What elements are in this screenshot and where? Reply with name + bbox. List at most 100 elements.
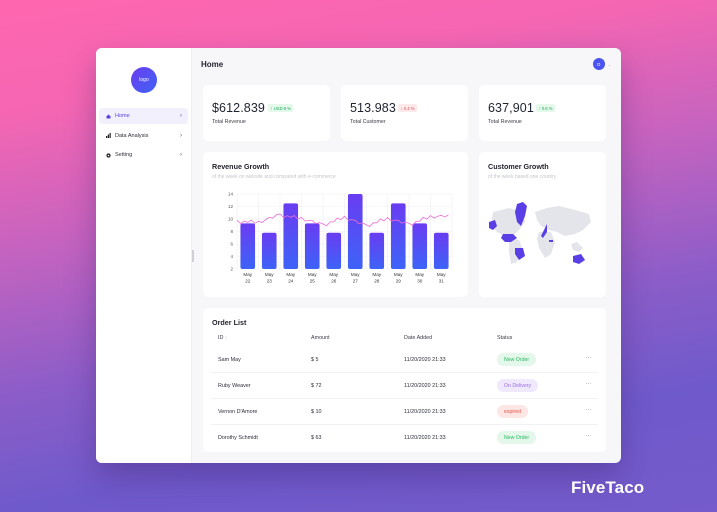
bar[interactable] bbox=[304, 223, 320, 269]
order-name: Ruby Weaver bbox=[218, 383, 251, 389]
ecommerce-line bbox=[236, 213, 449, 227]
sort-icon[interactable]: ↕ bbox=[224, 335, 227, 340]
table-row[interactable]: Dorothy Schmidt $ 63 11/20/2020 21:33 Ne… bbox=[211, 426, 598, 451]
bar[interactable] bbox=[347, 194, 363, 269]
svg-text:May: May bbox=[415, 272, 424, 277]
dashboard-window: logo Home › Data Analysis › Setti bbox=[96, 48, 621, 463]
sidebar-item-label: Setting bbox=[115, 152, 133, 158]
order-date: 11/20/2020 21:33 bbox=[404, 383, 446, 389]
svg-text:May: May bbox=[243, 272, 252, 277]
stat-value: 513.983 bbox=[350, 101, 396, 115]
bar[interactable] bbox=[283, 203, 299, 269]
order-list-card: Order List ID ↕ Amount Date Added Status… bbox=[203, 308, 606, 452]
order-date: 11/20/2020 21:33 bbox=[404, 435, 446, 441]
svg-text:12: 12 bbox=[228, 204, 234, 209]
svg-text:22: 22 bbox=[245, 279, 251, 284]
sidebar-item-home[interactable]: Home › bbox=[99, 108, 188, 124]
order-amount: $ 10 bbox=[311, 409, 322, 415]
svg-text:29: 29 bbox=[396, 279, 402, 284]
table-row[interactable]: Sam May $ 5 11/20/2020 21:33 New Order ·… bbox=[211, 348, 598, 373]
bar[interactable] bbox=[433, 232, 449, 269]
card-title: Customer Growth bbox=[488, 162, 549, 171]
column-header-status[interactable]: Status bbox=[497, 335, 513, 341]
order-name: Vernon D'Amore bbox=[218, 409, 258, 415]
page-title: Home bbox=[201, 59, 224, 69]
sidebar-resize-handle[interactable] bbox=[192, 250, 194, 262]
chevron-right-icon: › bbox=[180, 132, 182, 139]
bar[interactable] bbox=[390, 203, 406, 269]
table-row[interactable]: Ruby Weaver $ 72 11/20/2020 21:33 On Del… bbox=[211, 374, 598, 399]
svg-text:May: May bbox=[265, 272, 274, 277]
customer-growth-card: Customer Growth of the week based one co… bbox=[479, 152, 606, 297]
card-subtitle: of the week based one country bbox=[488, 174, 557, 180]
more-options-icon[interactable]: ··· bbox=[585, 407, 592, 413]
column-header-id[interactable]: ID ↕ bbox=[218, 335, 227, 341]
svg-text:23: 23 bbox=[267, 279, 273, 284]
svg-text:31: 31 bbox=[439, 279, 445, 284]
order-amount: $ 63 bbox=[311, 435, 322, 441]
chevron-down-icon[interactable]: ⌄ bbox=[607, 61, 611, 67]
bar[interactable] bbox=[240, 223, 256, 269]
stat-card-total-customer: 513.983 ↓ 0.4 % Total Customer bbox=[341, 85, 468, 141]
card-title: Order List bbox=[212, 318, 247, 327]
svg-text:24: 24 bbox=[288, 279, 294, 284]
svg-text:30: 30 bbox=[417, 279, 423, 284]
bar[interactable] bbox=[261, 232, 277, 269]
svg-text:May: May bbox=[437, 272, 446, 277]
svg-text:27: 27 bbox=[353, 279, 359, 284]
stat-value: 637,901 bbox=[488, 101, 534, 115]
chevron-right-icon: › bbox=[180, 113, 182, 119]
chevron-right-icon: › bbox=[180, 152, 182, 158]
sidebar-item-setting[interactable]: Setting › bbox=[99, 147, 188, 163]
stat-change-badge: ↑ 0.8 % bbox=[536, 104, 555, 112]
table-row[interactable]: Vernon D'Amore $ 10 11/20/2020 21:33 exp… bbox=[211, 400, 598, 425]
status-badge: New Order bbox=[497, 431, 537, 444]
gear-icon bbox=[105, 152, 111, 158]
order-amount: $ 5 bbox=[311, 357, 319, 363]
status-badge: On Delivery bbox=[497, 379, 539, 392]
sidebar: logo Home › Data Analysis › Setti bbox=[96, 48, 192, 463]
order-name: Dorothy Schmidt bbox=[218, 435, 258, 441]
revenue-chart-plot[interactable]: 2468101214May22May23May24May25May26May27… bbox=[203, 152, 468, 297]
topbar: Home O ⌄ bbox=[201, 57, 611, 71]
svg-text:4: 4 bbox=[230, 254, 233, 259]
order-amount: $ 72 bbox=[311, 383, 322, 389]
stat-label: Total Revenue bbox=[488, 119, 522, 125]
stat-label: Total Customer bbox=[350, 119, 386, 125]
sidebar-item-data-analysis[interactable]: Data Analysis › bbox=[99, 128, 188, 144]
svg-text:8: 8 bbox=[230, 229, 233, 234]
status-badge: expired bbox=[497, 405, 529, 418]
bar[interactable] bbox=[412, 223, 428, 269]
more-options-icon[interactable]: ··· bbox=[585, 381, 592, 387]
home-icon bbox=[105, 113, 111, 119]
more-options-icon[interactable]: ··· bbox=[585, 433, 592, 439]
svg-text:25: 25 bbox=[310, 279, 316, 284]
svg-text:May: May bbox=[394, 272, 403, 277]
stat-card-total-revenue-2: 637,901 ↑ 0.8 % Total Revenue bbox=[479, 85, 606, 141]
bar-chart-icon bbox=[105, 133, 111, 139]
revenue-growth-card: Revenue Growth of the week on website an… bbox=[203, 152, 468, 297]
stat-card-total-revenue: $612.839 ↑ USD 8 % Total Revenue bbox=[203, 85, 330, 141]
brand-logo: FiveTaco bbox=[571, 478, 645, 497]
order-name: Sam May bbox=[218, 357, 241, 363]
svg-text:26: 26 bbox=[331, 279, 337, 284]
order-date: 11/20/2020 21:33 bbox=[404, 357, 446, 363]
svg-text:May: May bbox=[286, 272, 295, 277]
logo[interactable]: logo bbox=[131, 67, 157, 93]
card-title: Revenue Growth bbox=[212, 162, 270, 171]
stat-change-badge: ↑ USD 8 % bbox=[268, 104, 294, 112]
bar[interactable] bbox=[369, 232, 385, 269]
svg-text:May: May bbox=[372, 272, 381, 277]
world-map[interactable] bbox=[479, 152, 606, 297]
svg-text:14: 14 bbox=[228, 192, 234, 197]
bar[interactable] bbox=[326, 232, 342, 269]
sidebar-item-label: Home bbox=[115, 113, 130, 119]
column-header-date-added[interactable]: Date Added bbox=[404, 335, 433, 341]
avatar[interactable]: O bbox=[592, 58, 605, 70]
stat-label: Total Revenue bbox=[212, 119, 246, 125]
status-badge: New Order bbox=[497, 353, 537, 366]
order-date: 11/20/2020 21:33 bbox=[404, 409, 446, 415]
svg-text:10: 10 bbox=[228, 217, 234, 222]
column-header-amount[interactable]: Amount bbox=[311, 335, 330, 341]
more-options-icon[interactable]: ··· bbox=[585, 355, 592, 361]
